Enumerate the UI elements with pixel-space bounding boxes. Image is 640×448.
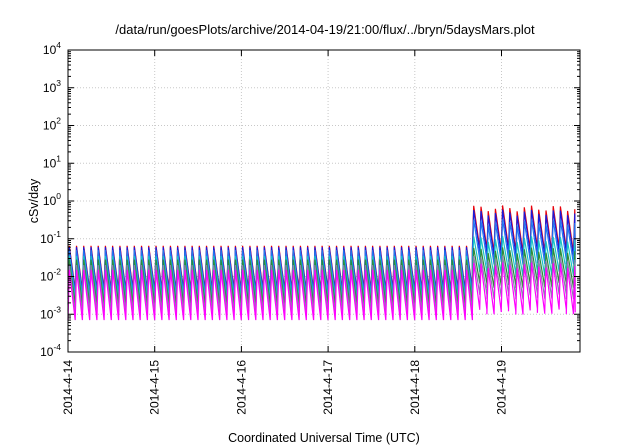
x-tick-label: 2014-4-19 (495, 360, 509, 415)
x-axis-label: Coordinated Universal Time (UTC) (228, 431, 420, 445)
x-tick-label: 2014-4-18 (408, 360, 422, 415)
x-tick-labels: 2014-4-14 2014-4-15 2014-4-16 2014-4-17 2014… (61, 360, 509, 415)
y-tick-label: 103 (43, 78, 61, 95)
y-tick-label: 101 (43, 153, 61, 170)
y-tick-labels: 10-4 10-3 10-2 10-1 100 101 102 103 104 (40, 40, 61, 359)
x-tick-label: 2014-4-14 (61, 360, 75, 415)
y-tick-label: 102 (43, 116, 61, 133)
series-line (67, 262, 576, 321)
y-tick-label: 10-4 (40, 342, 61, 359)
x-tick-label: 2014-4-15 (148, 360, 162, 415)
series-lines (67, 205, 576, 321)
grid-lines (68, 50, 580, 352)
y-axis-label: cSv/day (27, 178, 41, 223)
y-tick-label: 104 (43, 40, 61, 57)
x-tick-label: 2014-4-16 (234, 360, 248, 415)
chart-title: /data/run/goesPlots/archive/2014-04-19/2… (115, 22, 535, 37)
y-tick-label: 10-2 (40, 267, 61, 284)
x-tick-label: 2014-4-17 (321, 360, 335, 415)
y-tick-label: 100 (43, 191, 61, 208)
y-tick-label: 10-1 (40, 229, 61, 246)
axis-ticks (67, 49, 580, 353)
y-tick-label: 10-3 (40, 304, 61, 321)
